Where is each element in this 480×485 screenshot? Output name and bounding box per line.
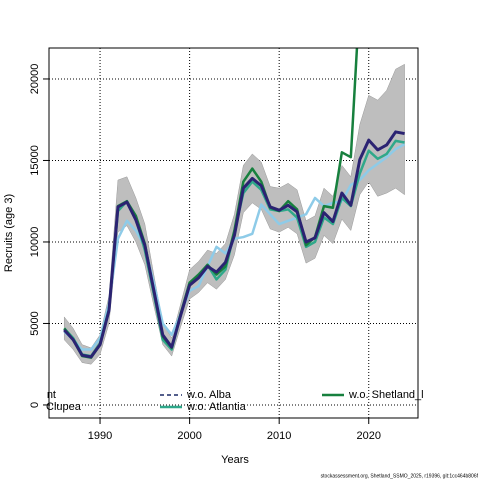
y-tick-label: 20000 bbox=[29, 64, 41, 95]
plot-area bbox=[49, 48, 418, 418]
y-tick-label: 15000 bbox=[29, 145, 41, 176]
series-line bbox=[63, 130, 405, 359]
confidence-band bbox=[63, 63, 405, 365]
y-axis-label: Recruits (age 3) bbox=[3, 194, 15, 272]
footer: stockassessment.org, Shetland_SSMO_2025,… bbox=[321, 473, 479, 479]
x-tick-label: 1990 bbox=[88, 430, 112, 442]
plot-frame bbox=[48, 47, 419, 419]
y-tick-label: 0 bbox=[29, 402, 41, 408]
x-tick-label: 2010 bbox=[267, 430, 291, 442]
x-tick-label: 2020 bbox=[356, 430, 380, 442]
legend-label: nt bbox=[47, 389, 56, 401]
legend-label: Clupea bbox=[46, 401, 82, 413]
legend-label: w.o. Alba bbox=[186, 389, 232, 401]
y-tick-label: 5000 bbox=[29, 311, 41, 335]
x-axis-label: Years bbox=[221, 454, 249, 466]
legend-label: w.o. Shetland_l bbox=[348, 389, 424, 401]
legend-label: w.o. Atlantia bbox=[186, 401, 247, 413]
y-tick-label: 10000 bbox=[29, 227, 41, 258]
x-tick-label: 2000 bbox=[177, 430, 201, 442]
